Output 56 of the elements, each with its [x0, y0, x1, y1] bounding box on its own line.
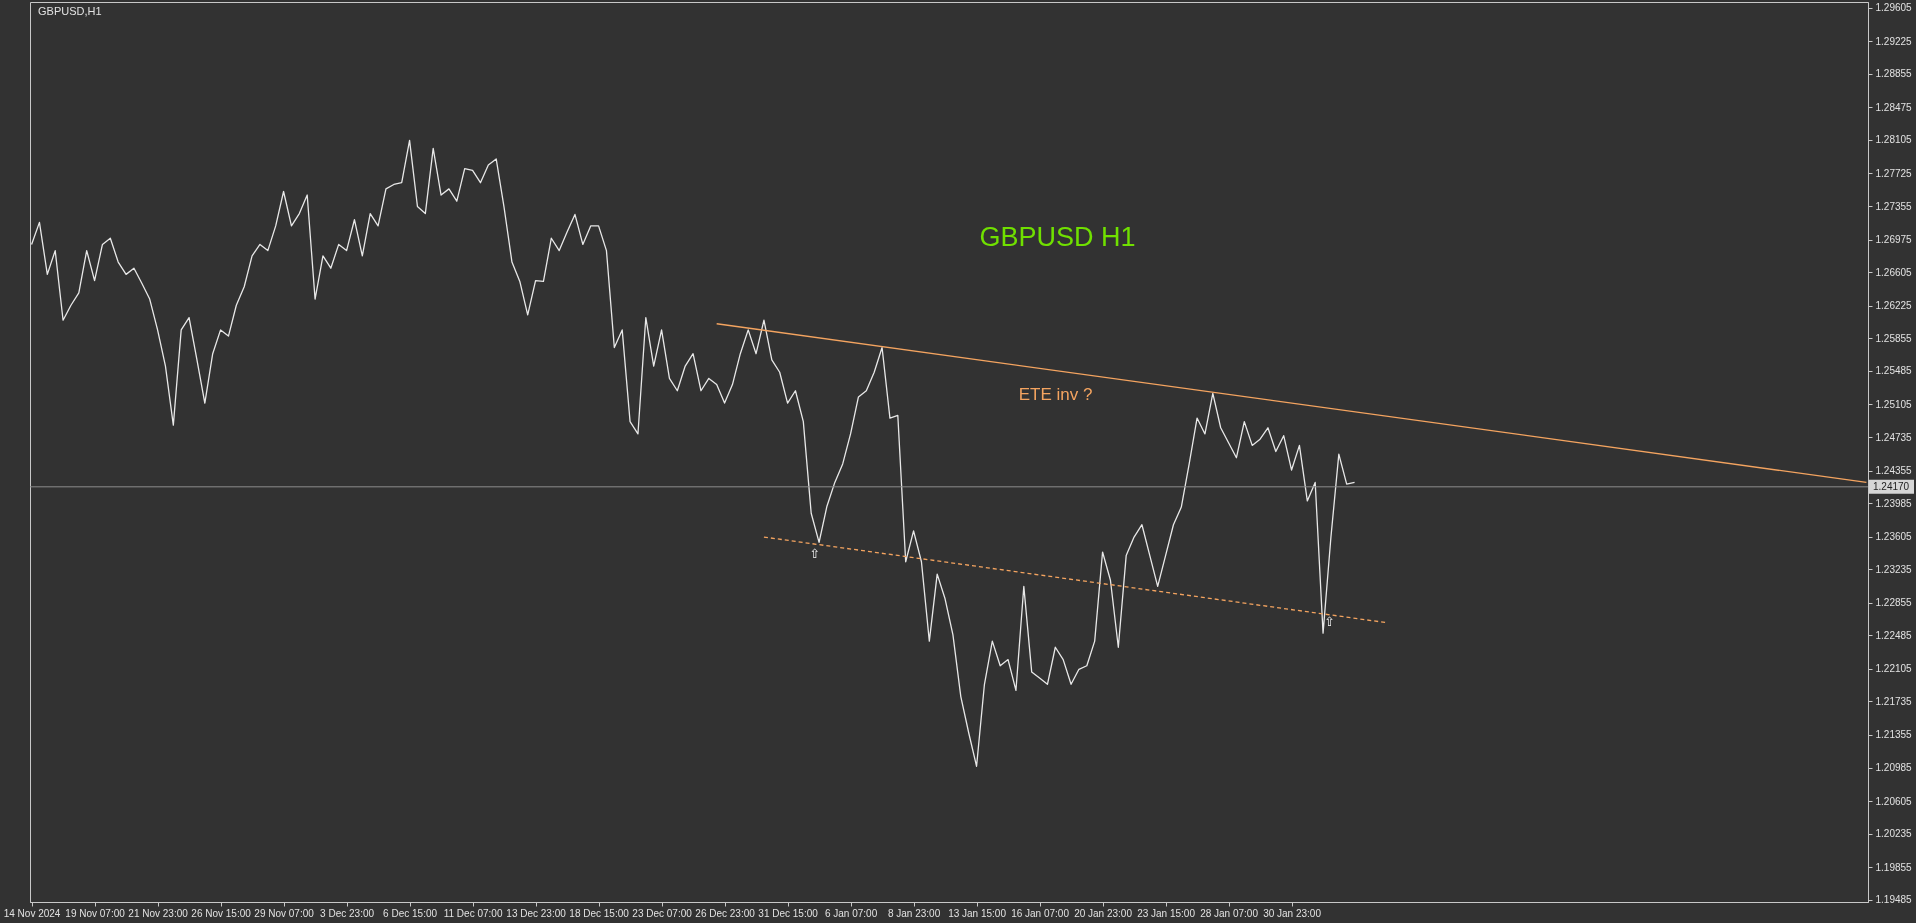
x-tick-label: 8 Jan 23:00	[887, 907, 941, 919]
y-tick-label: 1.25855	[1875, 332, 1913, 344]
y-tick-label: 1.28475	[1875, 101, 1913, 113]
x-tick-label: 23 Dec 07:00	[632, 907, 693, 919]
y-tick-label: 1.25105	[1875, 398, 1913, 410]
annotation: ⇧	[1324, 614, 1335, 630]
x-tick-label: 23 Jan 15:00	[1137, 907, 1196, 919]
y-tick-label: 1.29605	[1875, 2, 1913, 14]
x-tick-label: 29 Nov 07:00	[254, 907, 315, 919]
annotation: ETE inv ?	[1018, 385, 1093, 405]
x-tick-label: 13 Jan 15:00	[948, 907, 1007, 919]
y-tick-label: 1.19485	[1875, 894, 1913, 906]
x-tick-label: 26 Nov 15:00	[191, 907, 252, 919]
y-tick-label: 1.26605	[1875, 266, 1913, 278]
y-tick-label: 1.19855	[1875, 861, 1913, 873]
y-tick-label: 1.23985	[1875, 497, 1913, 509]
y-tick-label: 1.21355	[1875, 729, 1913, 741]
y-tick-label: 1.21735	[1875, 695, 1913, 707]
y-tick-label: 1.20235	[1875, 828, 1913, 840]
y-tick-label: 1.22105	[1875, 663, 1913, 675]
y-tick-label: 1.29225	[1875, 35, 1913, 47]
y-tick-label: 1.20985	[1875, 762, 1913, 774]
y-tick-label: 1.26975	[1875, 234, 1913, 246]
x-tick-label: 31 Dec 15:00	[758, 907, 819, 919]
chart-subtitle: GBPUSD,H1	[38, 5, 102, 17]
y-tick-label: 1.24735	[1875, 431, 1913, 443]
y-tick-label: 1.22485	[1875, 629, 1913, 641]
y-tick-label: 1.26225	[1875, 300, 1913, 312]
line-series	[30, 139, 1356, 767]
x-tick-label: 30 Jan 23:00	[1263, 907, 1322, 919]
y-tick-label: 1.23605	[1875, 531, 1913, 543]
y-tick-label: 1.23235	[1875, 563, 1913, 575]
y-tick-label: 1.28105	[1875, 134, 1913, 146]
x-tick-label: 18 Dec 15:00	[569, 907, 630, 919]
y-tick-label: 1.20605	[1875, 795, 1913, 807]
annotation: ⇧	[809, 545, 821, 561]
x-tick-label: 26 Dec 23:00	[695, 907, 756, 919]
y-tick-label: 1.24355	[1875, 465, 1913, 477]
x-tick-label: 11 Dec 07:00	[443, 907, 503, 919]
x-tick-label: 6 Dec 15:00	[383, 907, 438, 919]
x-tick-label: 3 Dec 23:00	[320, 907, 375, 919]
x-tick-label: 19 Nov 07:00	[65, 907, 126, 919]
y-tick-label: 1.25485	[1875, 365, 1913, 377]
x-tick-label: 13 Dec 23:00	[506, 907, 567, 919]
x-tick-label: 14 Nov 2024	[3, 907, 61, 919]
x-tick-label: 21 Nov 23:00	[128, 907, 189, 919]
y-tick-label: 1.22855	[1875, 597, 1913, 609]
y-tick-label: 1.27355	[1875, 200, 1913, 212]
y-tick-label: 1.28855	[1875, 68, 1913, 80]
x-tick-label: 6 Jan 07:00	[824, 907, 878, 919]
x-tick-label: 28 Jan 07:00	[1200, 907, 1259, 919]
x-tick-label: 16 Jan 07:00	[1011, 907, 1070, 919]
ref-line-label: 1.24170	[1873, 480, 1910, 492]
text: GBPUSD H1	[979, 221, 1136, 252]
x-tick-label: 20 Jan 23:00	[1074, 907, 1133, 919]
y-tick-label: 1.27725	[1875, 167, 1913, 179]
